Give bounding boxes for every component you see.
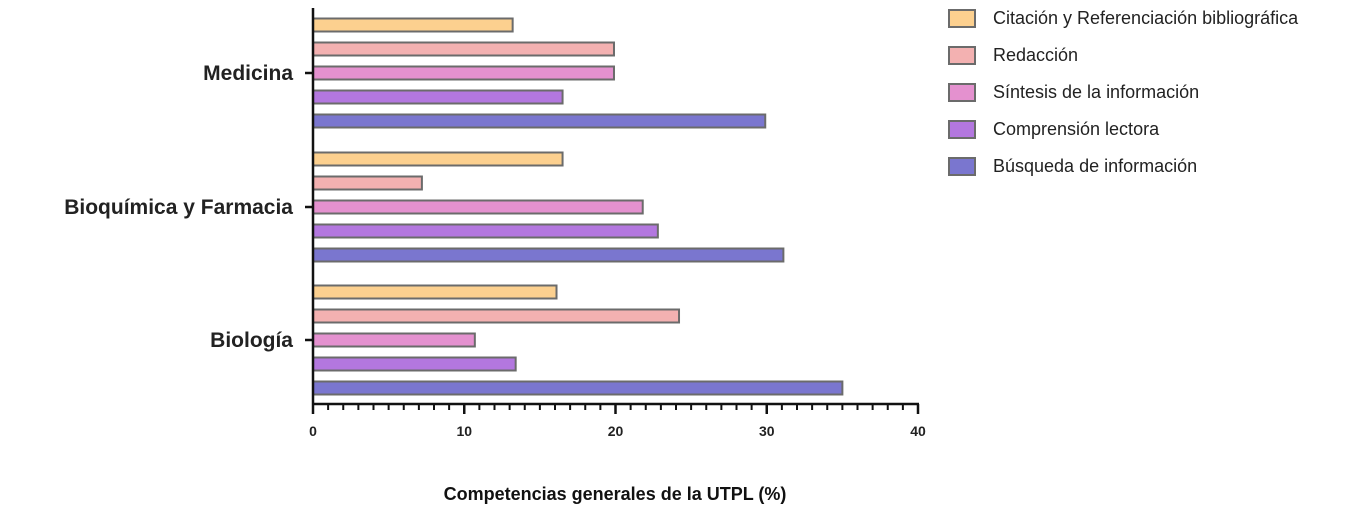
x-tick-label: 20 bbox=[608, 423, 624, 439]
legend-label-redaccion: Redacción bbox=[993, 45, 1078, 65]
x-tick-label: 30 bbox=[759, 423, 775, 439]
legend-swatch-citacion-y-referenciacion-bibliografica bbox=[948, 9, 976, 28]
bar-bioquimica-y-farmacia-redaccion bbox=[312, 175, 423, 191]
legend: Citación y Referenciación bibliográfica R… bbox=[948, 8, 1299, 176]
bar-bioquimica-y-farmacia-busqueda-de-informacion bbox=[312, 247, 785, 263]
bar-bioquimica-y-farmacia-comprension-lectora bbox=[312, 223, 659, 239]
legend-label-busqueda-de-informacion: Búsqueda de información bbox=[993, 156, 1197, 176]
bar-bioquimica-y-farmacia-sintesis-de-la-informacion bbox=[312, 199, 644, 215]
x-tick-label: 0 bbox=[309, 423, 317, 439]
legend-swatch-busqueda-de-informacion bbox=[948, 157, 976, 176]
bar-biologia-sintesis-de-la-informacion bbox=[312, 332, 476, 348]
x-tick-label: 10 bbox=[456, 423, 472, 439]
legend-label-citacion-y-referenciacion-bibliografica: Citación y Referenciación bibliográfica bbox=[993, 8, 1299, 28]
bar-biologia-comprension-lectora bbox=[312, 356, 517, 372]
bars-group bbox=[312, 17, 844, 396]
x-axis-label: Competencias generales de la UTPL (%) bbox=[444, 484, 787, 504]
x-ticks: 0 10 20 30 40 bbox=[309, 404, 926, 439]
bar-medicina-comprension-lectora bbox=[312, 89, 564, 105]
category-label-biologia: Biología bbox=[210, 329, 293, 352]
category-labels: Medicina Bioquímica y Farmacia Biología bbox=[64, 62, 293, 352]
legend-label-comprension-lectora: Comprensión lectora bbox=[993, 119, 1160, 139]
bar-bioquimica-y-farmacia-citacion-y-referenciacion-bibliografica bbox=[312, 151, 564, 167]
x-tick-label: 40 bbox=[910, 423, 926, 439]
legend-swatch-redaccion bbox=[948, 46, 976, 65]
bar-medicina-sintesis-de-la-informacion bbox=[312, 65, 615, 81]
category-label-bioquimica-y-farmacia: Bioquímica y Farmacia bbox=[64, 196, 293, 219]
bar-biologia-busqueda-de-informacion bbox=[312, 380, 844, 396]
bar-medicina-busqueda-de-informacion bbox=[312, 113, 767, 129]
bar-biologia-citacion-y-referenciacion-bibliografica bbox=[312, 284, 558, 300]
bar-medicina-redaccion bbox=[312, 41, 615, 57]
category-label-medicina: Medicina bbox=[203, 62, 293, 85]
legend-swatch-comprension-lectora bbox=[948, 120, 976, 139]
legend-label-sintesis-de-la-informacion: Síntesis de la información bbox=[993, 82, 1199, 102]
bar-medicina-citacion-y-referenciacion-bibliografica bbox=[312, 17, 514, 33]
legend-swatch-sintesis-de-la-informacion bbox=[948, 83, 976, 102]
bar-biologia-redaccion bbox=[312, 308, 681, 324]
